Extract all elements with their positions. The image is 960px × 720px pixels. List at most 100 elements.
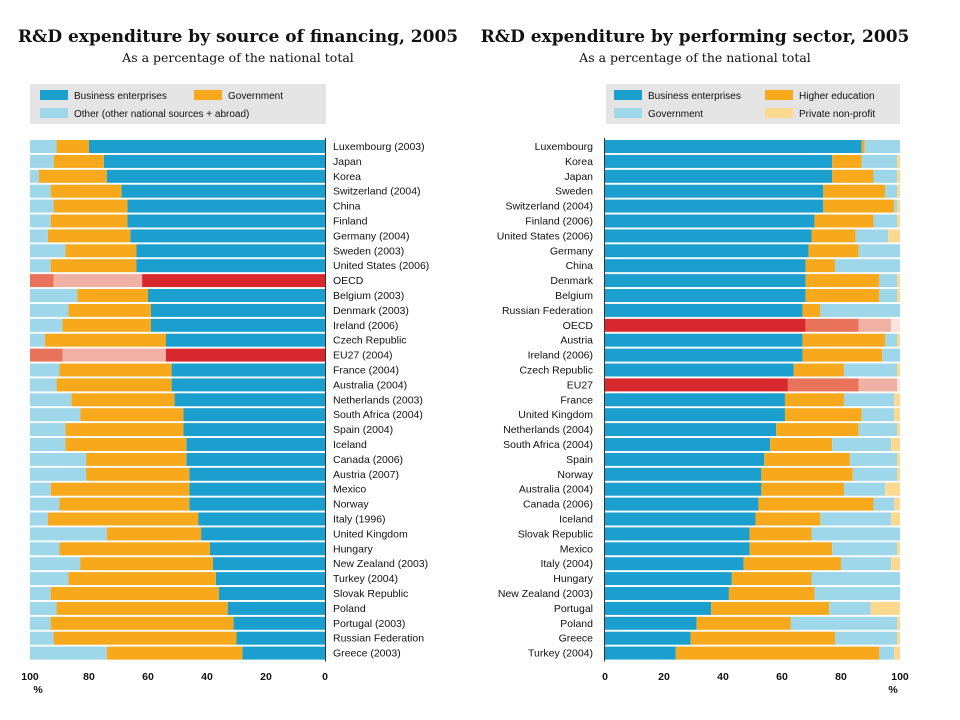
right-bar-switzerland-2004-private-non-profit xyxy=(897,199,900,213)
left-bar-czech-republic-government xyxy=(44,333,166,347)
right-category-label: South Africa (2004) xyxy=(503,439,593,451)
left-bar-norway-government xyxy=(59,497,190,511)
right-category-label: Finland (2006) xyxy=(525,216,593,228)
right-bar-greece-business-enterprises xyxy=(605,631,691,645)
right-bar-czech-republic-higher-education xyxy=(793,363,844,377)
left-category-label: OECD xyxy=(333,275,364,287)
right-bar-australia-2004-government xyxy=(843,482,886,496)
right-category-label: Russian Federation xyxy=(502,305,593,317)
left-bar-switzerland-2004-government xyxy=(50,184,122,198)
left-category-label: Italy (1996) xyxy=(333,514,386,526)
left-bar-united-kingdom-government xyxy=(106,527,202,541)
left-category-label: Korea xyxy=(333,171,361,183)
left-category-label: Spain (2004) xyxy=(333,424,393,436)
left-bar-china-business-enterprises xyxy=(127,199,325,213)
right-bar-denmark-business-enterprises xyxy=(605,274,806,288)
right-legend-swatch xyxy=(765,108,793,118)
right-bar-oecd-private-non-profit xyxy=(891,318,900,332)
right-bar-spain-business-enterprises xyxy=(605,452,765,466)
left-bar-iceland-government xyxy=(65,438,187,451)
left-bar-canada-2006-other-other-national-sources-abroad xyxy=(30,452,87,466)
left-chart-title: R&D expenditure by source of financing, … xyxy=(18,27,458,47)
left-bar-belgium-2003-business-enterprises xyxy=(148,289,325,302)
right-bar-oecd-business-enterprises xyxy=(605,318,806,332)
left-category-label: Belgium (2003) xyxy=(333,290,404,302)
right-bar-eu27-private-non-profit xyxy=(897,378,900,392)
right-bar-spain-private-non-profit xyxy=(897,452,900,466)
right-legend-label: Private non-profit xyxy=(799,109,875,120)
right-bar-france-government xyxy=(843,393,895,407)
right-bar-eu27-government xyxy=(858,378,898,392)
right-x-tick: 40 xyxy=(717,671,729,683)
left-bar-luxembourg-2003-other-other-national-sources-abroad xyxy=(30,140,57,153)
right-bar-finland-2006-higher-education xyxy=(814,214,874,228)
right-bar-germany-business-enterprises xyxy=(605,244,809,258)
left-category-label: Germany (2004) xyxy=(333,230,409,242)
right-bar-poland-private-non-profit xyxy=(897,616,900,630)
left-bar-mexico-business-enterprises xyxy=(189,482,325,496)
left-bar-poland-government xyxy=(56,601,228,615)
left-bar-oecd-government xyxy=(53,274,143,288)
right-bar-iceland-higher-education xyxy=(755,512,821,526)
right-bar-spain-government xyxy=(849,452,898,466)
left-x-tick: 100 xyxy=(21,671,39,683)
right-bar-mexico-private-non-profit xyxy=(897,542,900,556)
left-bar-new-zealand-2003-business-enterprises xyxy=(212,557,325,571)
right-x-tick: 0 xyxy=(602,671,608,683)
right-bar-canada-2006-government xyxy=(873,497,895,511)
left-bar-finland-business-enterprises xyxy=(127,214,325,228)
left-bar-united-states-2006-business-enterprises xyxy=(136,259,325,273)
right-bar-hungary-higher-education xyxy=(731,572,812,586)
left-legend-swatch xyxy=(194,90,222,100)
right-bar-italy-2004-higher-education xyxy=(743,557,841,571)
left-bar-france-2004-government xyxy=(59,363,172,377)
right-category-label: Czech Republic xyxy=(519,365,593,377)
right-category-label: Norway xyxy=(557,469,593,481)
right-bar-spain-higher-education xyxy=(764,452,850,466)
left-bar-france-2004-other-other-national-sources-abroad xyxy=(30,363,60,377)
right-bar-norway-higher-education xyxy=(761,467,853,481)
left-bar-poland-other-other-national-sources-abroad xyxy=(30,601,57,615)
right-category-label: Ireland (2006) xyxy=(528,350,593,362)
left-bar-oecd-other-other-national-sources-abroad xyxy=(30,274,54,288)
right-bar-netherlands-2004-private-non-profit xyxy=(897,423,900,437)
left-category-label: Turkey (2004) xyxy=(333,573,398,585)
right-bar-switzerland-2004-government xyxy=(894,199,898,213)
right-bar-greece-government xyxy=(835,631,898,645)
left-bar-korea-other-other-national-sources-abroad xyxy=(30,169,39,183)
right-bar-new-zealand-2003-higher-education xyxy=(728,587,815,600)
left-bar-iceland-other-other-national-sources-abroad xyxy=(30,438,66,451)
right-bar-new-zealand-2003-business-enterprises xyxy=(605,587,729,600)
right-bar-south-africa-2004-business-enterprises xyxy=(605,438,771,451)
right-bar-belgium-private-non-profit xyxy=(897,289,900,302)
right-bar-turkey-2004-higher-education xyxy=(675,646,880,660)
right-bar-denmark-higher-education xyxy=(805,274,880,288)
right-bar-united-kingdom-business-enterprises xyxy=(605,408,785,422)
right-bar-canada-2006-business-enterprises xyxy=(605,497,759,511)
right-x-tick: 80 xyxy=(835,671,847,683)
right-bar-austria-higher-education xyxy=(802,333,886,347)
left-chart-subtitle: As a percentage of the national total xyxy=(121,50,354,65)
left-bar-netherlands-2003-business-enterprises xyxy=(174,393,325,407)
right-bar-south-africa-2004-private-non-profit xyxy=(891,438,900,451)
left-category-label: Luxembourg (2003) xyxy=(333,141,425,153)
right-bar-denmark-government xyxy=(879,274,898,288)
right-bar-france-private-non-profit xyxy=(894,393,900,407)
left-bar-france-2004-business-enterprises xyxy=(171,363,325,377)
right-category-label: Slovak Republic xyxy=(518,528,593,540)
right-bar-japan-higher-education xyxy=(832,169,874,183)
left-bar-switzerland-2004-other-other-national-sources-abroad xyxy=(30,184,51,198)
right-x-tick: 100 xyxy=(891,671,909,683)
right-category-label: Netherlands (2004) xyxy=(503,424,593,436)
left-bar-australia-2004-other-other-national-sources-abroad xyxy=(30,378,57,392)
right-bar-turkey-2004-private-non-profit xyxy=(894,646,900,660)
right-bar-france-higher-education xyxy=(784,393,844,407)
left-bar-south-africa-2004-government xyxy=(80,408,184,422)
right-category-label: Portugal xyxy=(554,603,593,615)
right-bar-austria-private-non-profit xyxy=(897,333,900,347)
right-bar-korea-government xyxy=(861,154,898,168)
right-bar-united-states-2006-higher-education xyxy=(811,229,856,243)
left-legend-label: Government xyxy=(228,91,283,102)
left-bar-japan-government xyxy=(53,154,104,168)
right-legend-label: Higher education xyxy=(799,91,875,102)
